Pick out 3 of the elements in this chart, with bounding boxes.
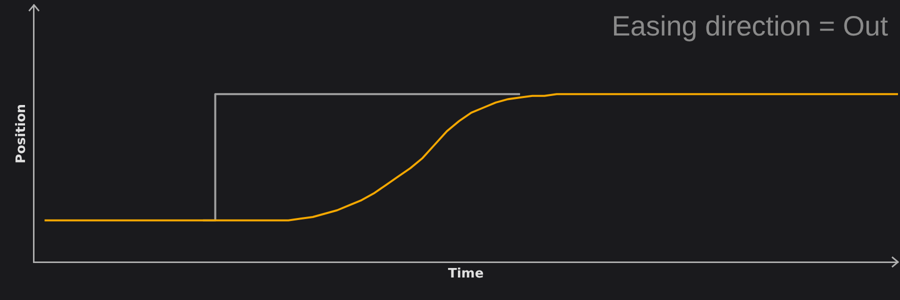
chart-title: Easing direction = Out — [612, 10, 888, 42]
y-axis-title: Position — [14, 104, 30, 164]
x-axis-title: Time — [448, 266, 484, 282]
